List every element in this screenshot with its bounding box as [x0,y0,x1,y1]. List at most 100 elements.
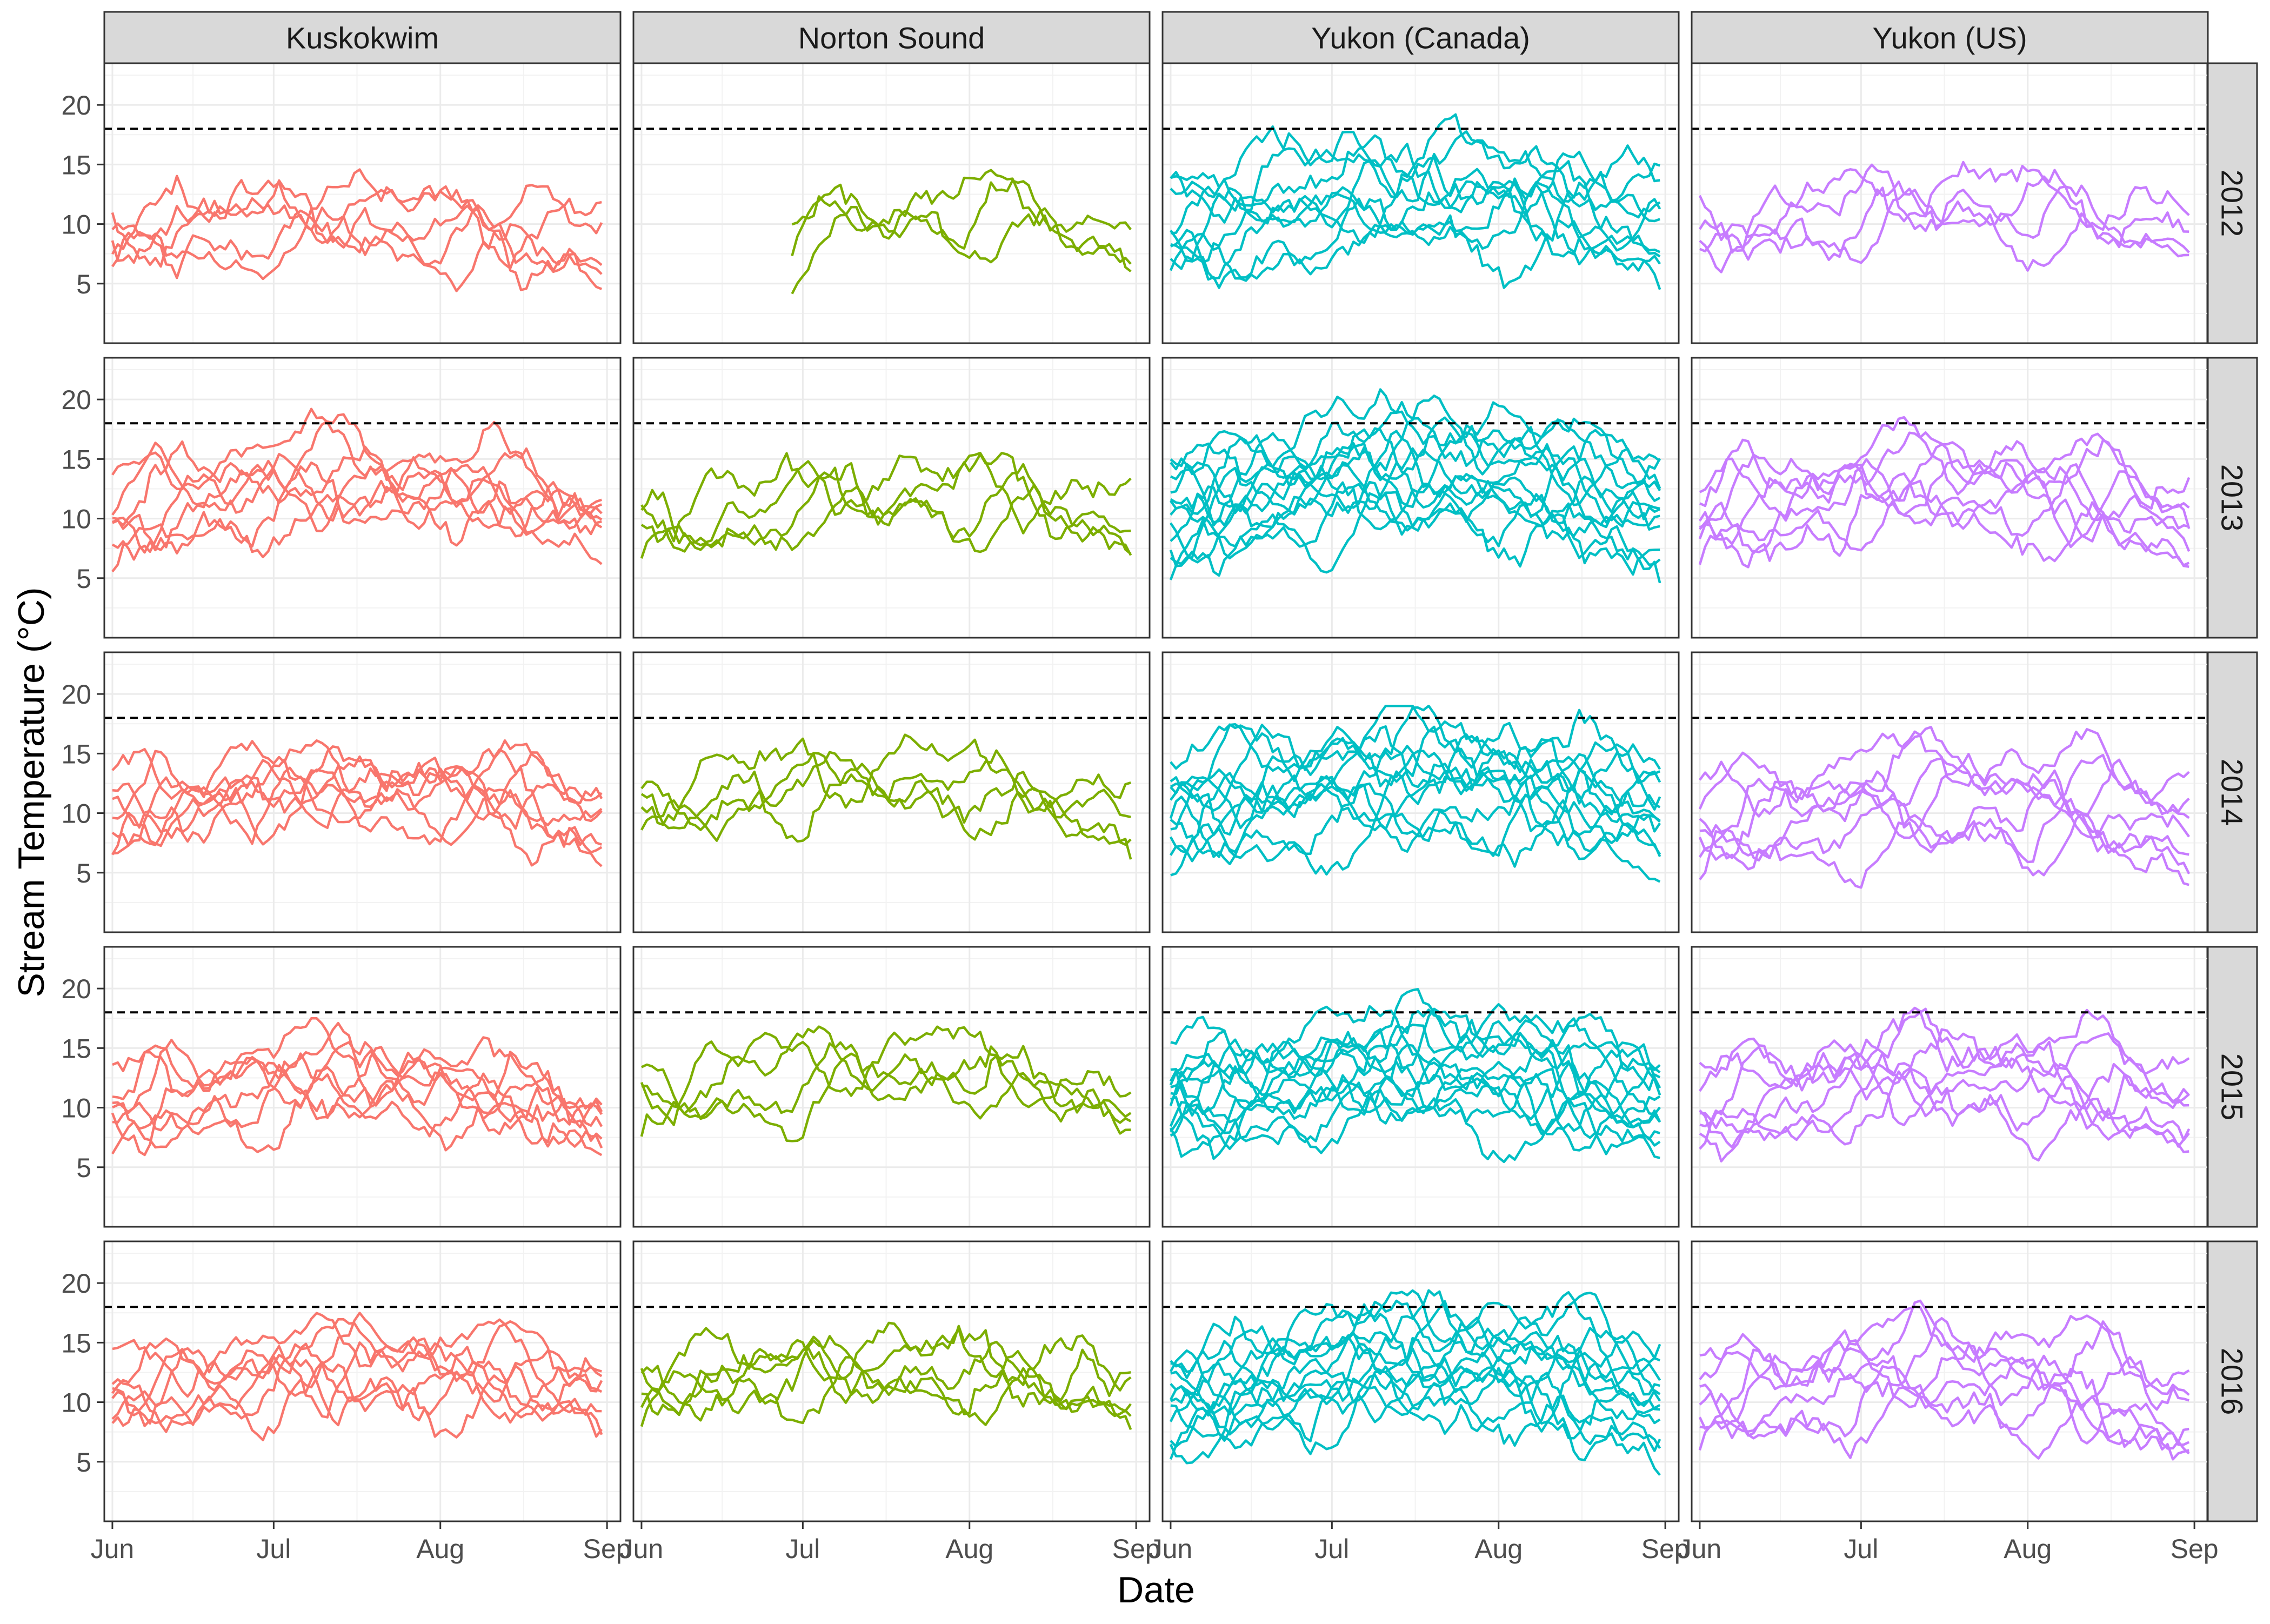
series-line [1699,188,2189,272]
facet-panel [1691,357,2209,639]
series-line [112,739,603,823]
series-line [111,168,602,255]
x-tick-label: Aug [416,1534,464,1564]
series-line [1699,1299,2189,1411]
facet-panel [1161,946,1680,1228]
x-tick-label: Sep [2171,1534,2219,1564]
facet-panel [103,62,622,344]
series-line [1698,768,2191,861]
series-line [1170,704,1661,784]
series-line [1170,720,1661,812]
series-line [112,1052,603,1157]
x-tick-label: Aug [2004,1534,2052,1564]
y-tick-label: 15 [61,739,91,769]
panel-border [632,651,1151,933]
series-line [1170,774,1661,860]
series-line [1170,1073,1660,1160]
series-line [791,169,1132,233]
series-line [1698,1339,2189,1445]
series-line [112,1017,603,1126]
facet-panel [1161,1240,1680,1522]
series-line [111,1064,603,1149]
x-tick-label: Aug [1474,1534,1523,1564]
x-tick-label: Jun [620,1534,664,1564]
x-tick-label: Jul [1314,1534,1349,1564]
y-tick-label: 5 [76,1153,91,1183]
panel-border [103,1240,622,1522]
series-line [640,1356,1132,1431]
series-line [1698,441,2191,549]
series-line [111,1341,603,1425]
facet-strip-label: Yukon (US) [1872,21,2027,55]
series-line [640,452,1131,553]
series-line [1169,1356,1660,1465]
series-line [1169,1336,1661,1425]
series-line [640,751,1132,846]
panel-border [1691,62,2209,344]
facet-strip-label: 2016 [2215,1348,2249,1415]
series-line [1699,769,2189,871]
series-line [1699,1038,2190,1149]
series-line [1169,1028,1661,1120]
series-line [1170,177,1661,280]
facet-strip-row [2206,651,2258,933]
series-line [1170,1289,1660,1396]
x-tick-label: Aug [945,1534,993,1564]
panel-border [1691,651,2209,933]
facet-panel [1691,946,2209,1228]
series-line [1169,1033,1661,1126]
facet-panel [1691,1240,2209,1522]
y-tick-label: 10 [61,1093,91,1124]
y-axis-title: Stream Temperature (°C) [11,587,52,997]
series-line [1170,416,1661,524]
series-line [1170,1003,1661,1095]
facet-strip-column [103,11,622,64]
x-tick-label: Jun [1678,1534,1722,1564]
facet-panel [1691,651,2209,933]
series-line [1698,180,2190,262]
y-tick-label: 5 [76,1447,91,1478]
series-line [1699,728,2190,818]
facet-panel [632,357,1151,639]
panel-border [103,651,622,933]
series-line [111,1318,603,1394]
x-tick-label: Jun [1149,1534,1193,1564]
series-line [1170,725,1661,830]
series-line [1170,130,1660,224]
series-line [1699,1007,2190,1103]
series-line [640,733,1131,826]
series-line [1170,179,1661,264]
series-line [1169,1300,1661,1417]
series-line [1170,733,1661,836]
series-line [1170,1289,1661,1402]
series-line [111,459,603,561]
y-tick-label: 5 [76,858,91,888]
series-line [111,1342,603,1438]
panel-border [1691,357,2209,639]
series-line [1170,988,1661,1092]
series-line [111,204,603,279]
series-line [640,1025,1132,1123]
panel-border [1161,946,1680,1228]
series-line [1699,161,2190,273]
facet-panel [1691,62,2209,344]
x-tick-label: Jul [785,1534,820,1564]
series-line [1170,1075,1660,1164]
series-line [1699,812,2191,889]
series-line [1699,463,2190,567]
series-line [1170,1367,1661,1461]
facet-strip-label: Norton Sound [798,21,985,55]
panel-border [1161,62,1680,344]
y-tick-label: 20 [61,1268,91,1299]
facet-panel [1161,651,1680,933]
series-line [1698,752,2190,858]
x-tick-label: Sep [1112,1534,1160,1564]
panel-border [1161,651,1680,933]
series-line [1170,1344,1661,1476]
series-line [1170,480,1661,584]
x-tick-label: Jul [1844,1534,1878,1564]
panel-border [103,357,622,639]
series-line [1699,1028,2189,1128]
series-line [1699,1062,2191,1148]
series-line [1699,1006,2190,1090]
